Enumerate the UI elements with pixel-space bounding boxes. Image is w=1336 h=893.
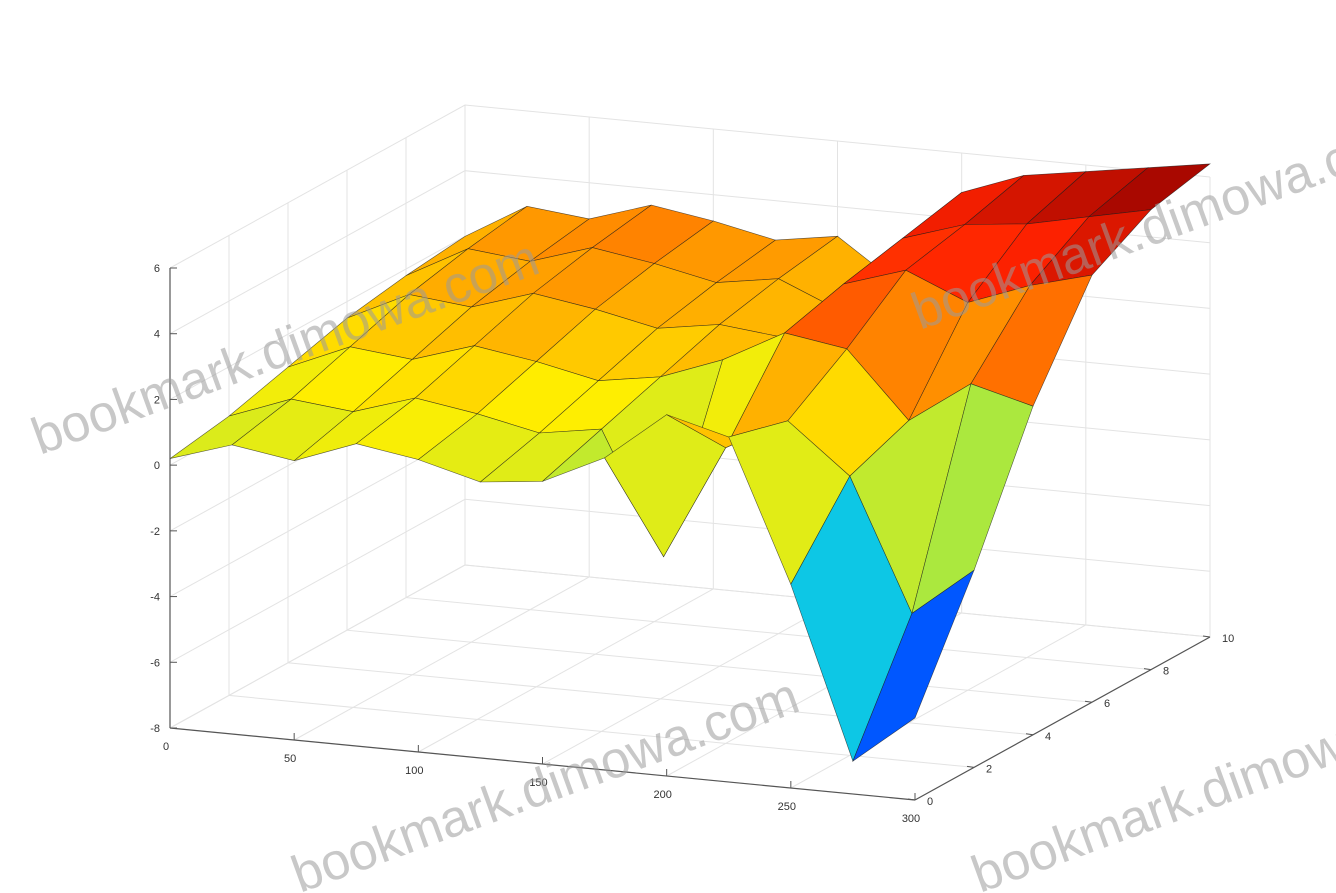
y-tick-label: 8: [1163, 666, 1169, 678]
y-tick-label: 2: [986, 763, 992, 775]
y-tick: [1084, 700, 1093, 703]
x-tick-label: 150: [529, 777, 547, 789]
surface-mesh: [169, 163, 1211, 762]
y-tick-label: 0: [927, 796, 933, 808]
axes: [169, 267, 1211, 801]
grid-line-z: [169, 498, 1211, 663]
y-axis: [914, 636, 1211, 801]
y-tick: [966, 765, 975, 768]
x-tick-label: 0: [163, 741, 169, 753]
z-tick-label: -2: [150, 526, 160, 538]
grid-line-y: [287, 202, 1034, 736]
y-tick-label: 4: [1045, 731, 1051, 743]
x-tick-label: 250: [778, 801, 796, 813]
grid-line-y: [228, 235, 975, 768]
z-tick-label: 4: [154, 329, 160, 341]
x-tick-label: 100: [405, 765, 423, 777]
y-tick-label: 10: [1222, 633, 1234, 645]
surface-patch: [852, 569, 975, 762]
z-tick-label: -4: [150, 592, 160, 604]
y-tick: [1025, 733, 1034, 736]
z-tick-label: 0: [154, 460, 160, 472]
z-tick-label: 6: [154, 263, 160, 275]
x-tick-label: 300: [902, 813, 920, 825]
z-tick-label: 2: [154, 394, 160, 406]
y-tick: [907, 798, 916, 801]
x-tick-label: 200: [653, 789, 671, 801]
x-tick-label: 50: [284, 753, 296, 765]
watermark-text: bookmark.dimowa.com: [284, 667, 806, 893]
tick-labels: 0 50 100 150 200 250 300 0 2 4 6 8 10 -8 -6 -4 -2 0 2 4 6: [150, 263, 1234, 825]
y-tick: [1202, 635, 1211, 638]
y-tick: [1143, 668, 1152, 671]
watermark-text: bookmark.dimowa.com: [964, 667, 1336, 893]
y-tick-label: 6: [1104, 698, 1110, 710]
z-tick-label: -8: [150, 723, 160, 735]
z-tick-label: -6: [150, 657, 160, 669]
